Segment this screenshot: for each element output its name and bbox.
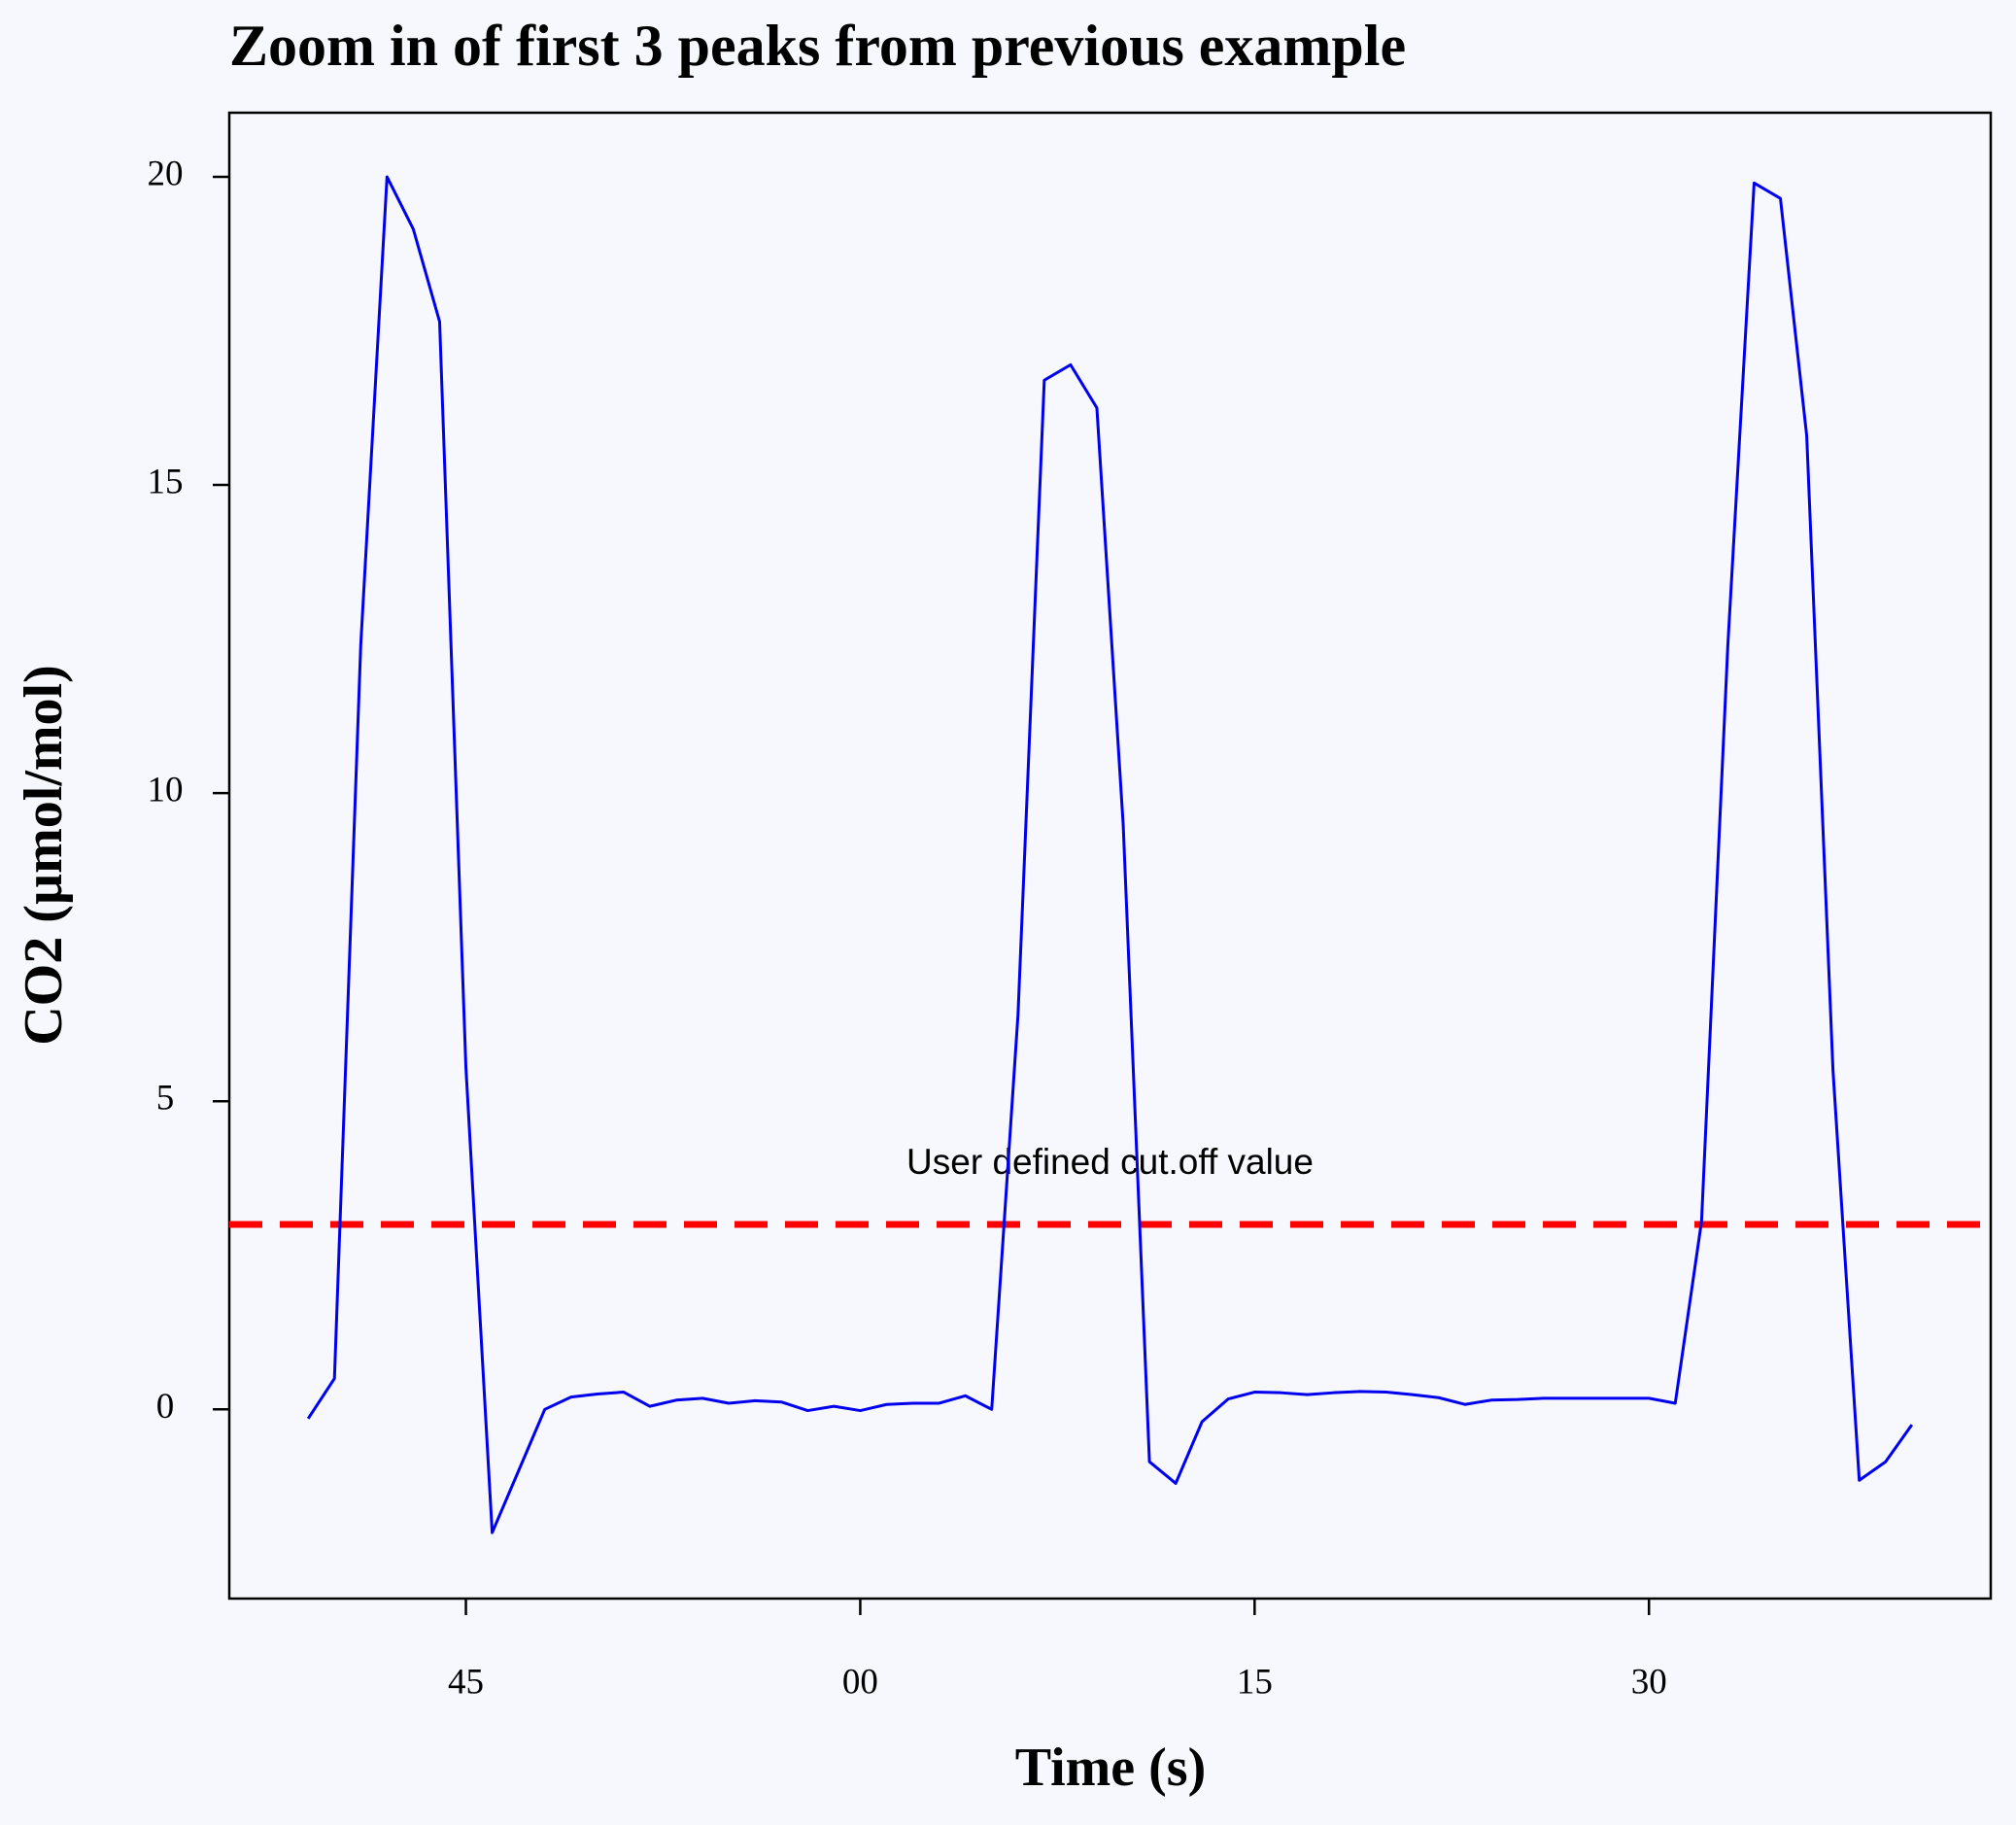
x-tick-label: 45 (448, 1662, 484, 1702)
y-tick-label: 20 (148, 154, 184, 193)
y-tick-label: 5 (156, 1079, 175, 1119)
cutoff-label: User defined cut.off value (906, 1142, 1314, 1182)
y-tick-label: 0 (156, 1387, 175, 1427)
x-tick-label: 00 (842, 1662, 878, 1702)
y-tick-label: 10 (148, 771, 184, 810)
x-tick-label: 30 (1631, 1662, 1667, 1702)
plot-box (227, 111, 1993, 1601)
x-axis-label: Time (s) (1015, 1738, 1207, 1798)
chart-title: Zoom in of first 3 peaks from previous e… (229, 14, 1406, 78)
x-tick-label: 15 (1237, 1662, 1273, 1702)
data-line (306, 175, 1914, 1534)
y-axis-label: CO2 (µmol/mol) (14, 665, 74, 1046)
y-tick-label: 15 (148, 463, 184, 502)
